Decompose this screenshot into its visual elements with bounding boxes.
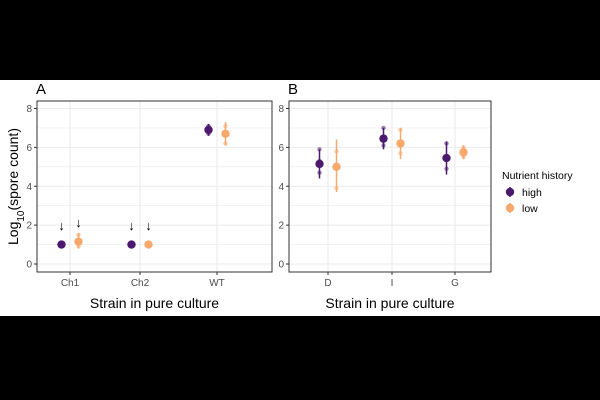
x-tick-label: Ch2 xyxy=(131,278,150,289)
detection-limit-arrow: ↓ xyxy=(128,218,135,233)
mean-point-low-D xyxy=(332,162,341,172)
replicate-point-high xyxy=(317,170,322,175)
y-tick-label: 4 xyxy=(26,182,32,193)
y-tick-label: 2 xyxy=(278,221,284,232)
replicate-point-high xyxy=(381,143,386,148)
detection-limit-arrow: ↓ xyxy=(58,218,65,233)
panel-a-grid xyxy=(37,101,272,272)
replicate-point-high xyxy=(444,141,449,146)
mean-point-high-D xyxy=(315,159,324,169)
y-tick-label: 0 xyxy=(278,260,284,271)
panel-a-x-axis-title: Strain in pure culture xyxy=(90,295,219,311)
legend-item-high: high xyxy=(505,187,542,199)
y-tick-label: 8 xyxy=(278,104,284,115)
panel-a: A 0 2 4 6 8 Ch1 Ch2 WT ↓ ↓ ↓ ↓ Strain in pure cul… xyxy=(26,81,273,311)
panel-a-annotations: ↓ ↓ ↓ ↓ xyxy=(58,215,152,233)
replicate-point-high xyxy=(381,125,386,131)
y-axis-title: Log10(spore count) xyxy=(5,128,27,245)
replicate-point-low xyxy=(223,123,228,129)
x-tick-label: Ch1 xyxy=(61,278,80,289)
panel-a-marks xyxy=(57,122,230,249)
mean-point-low-WT xyxy=(221,129,230,138)
y-axis-title-main: Log xyxy=(5,222,21,245)
x-tick-label: D xyxy=(324,278,331,289)
legend-low-swatch xyxy=(505,203,515,213)
y-axis-title-rest: (spore count) xyxy=(5,128,21,210)
legend-high-label: high xyxy=(522,187,542,199)
legend-item-low: low xyxy=(505,203,538,215)
replicate-point-low xyxy=(334,185,339,191)
mean-point-high-I xyxy=(379,134,388,143)
detection-limit-arrow: ↓ xyxy=(145,218,152,233)
panel-b-y-axis: 0 2 4 6 8 xyxy=(278,104,289,271)
legend-low-label: low xyxy=(522,203,538,215)
figure: A 0 2 4 6 8 Ch1 Ch2 WT ↓ ↓ ↓ ↓ Strain in pure cul… xyxy=(0,80,600,316)
y-tick-label: 0 xyxy=(26,260,32,271)
y-axis-title-subscript: 10 xyxy=(16,210,27,222)
mean-point-high-Ch1 xyxy=(57,240,66,249)
mean-point-low-G xyxy=(459,148,468,157)
replicate-point-high xyxy=(444,166,449,171)
legend-high-swatch xyxy=(505,187,515,197)
panel-b-x-axis-title: Strain in pure culture xyxy=(325,295,454,311)
panel-b-marks xyxy=(315,125,468,193)
mean-point-low-I xyxy=(396,139,405,148)
panel-b-label: B xyxy=(288,81,298,98)
replicate-point-low xyxy=(398,127,403,133)
panel-a-x-axis: Ch1 Ch2 WT xyxy=(61,272,225,289)
x-tick-label: WT xyxy=(209,278,225,289)
mean-point-high-G xyxy=(442,153,451,163)
mean-point-high-WT xyxy=(204,125,213,135)
replicate-point-low xyxy=(334,149,339,154)
mean-point-low-Ch2 xyxy=(144,240,153,249)
panel-a-y-axis: 0 2 4 6 8 xyxy=(26,104,37,271)
legend-title: Nutrient history xyxy=(502,170,573,182)
panel-b-grid xyxy=(289,101,491,272)
y-tick-label: 6 xyxy=(26,143,32,154)
panel-b: B 0 2 4 6 8 D I G Strain in pure culture xyxy=(278,81,492,311)
y-tick-label: 8 xyxy=(26,104,32,115)
y-tick-label: 6 xyxy=(278,143,284,154)
legend: Nutrient history high low xyxy=(502,170,573,215)
replicate-point-low xyxy=(398,151,403,156)
replicate-point-high xyxy=(317,147,322,152)
y-tick-label: 2 xyxy=(26,221,32,232)
mean-point-high-Ch2 xyxy=(127,240,136,249)
replicate-point-low xyxy=(223,141,228,146)
mean-point-low-Ch1 xyxy=(74,237,83,246)
panel-a-label: A xyxy=(36,81,46,98)
detection-limit-arrow: ↓ xyxy=(75,215,82,230)
figure-canvas: A 0 2 4 6 8 Ch1 Ch2 WT ↓ ↓ ↓ ↓ Strain in pure cul… xyxy=(5,81,573,311)
y-tick-label: 4 xyxy=(278,182,284,193)
x-tick-label: G xyxy=(451,278,459,289)
replicate-point-low xyxy=(76,232,81,238)
x-tick-label: I xyxy=(391,278,394,289)
